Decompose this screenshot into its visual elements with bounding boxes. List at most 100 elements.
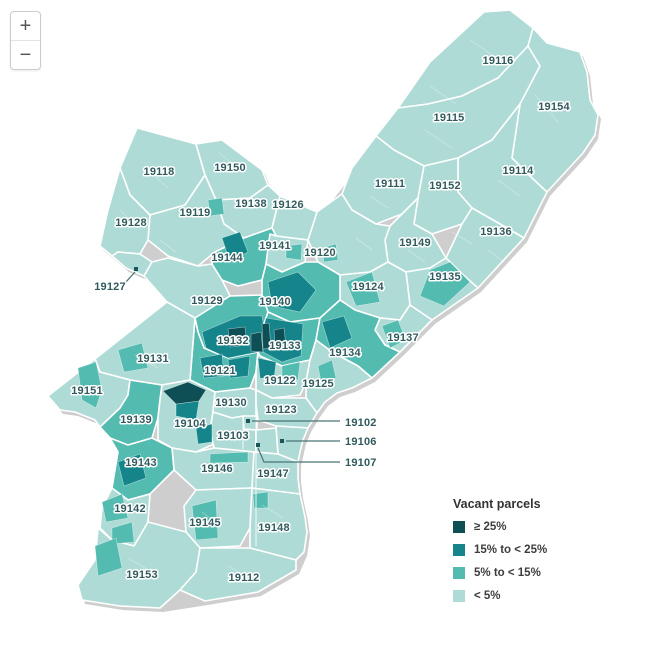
zip-label-19122: 19122 [264,375,296,387]
tract-patch-ge25 [227,326,248,348]
tract-line [134,354,159,369]
zip-label-19136: 19136 [480,226,512,238]
legend-swatch-lt5 [453,590,465,602]
tract-line [149,171,169,189]
tract-line [369,195,389,209]
tract-line [497,179,521,197]
zip-label-19128: 19128 [115,217,147,229]
tract-patch-ge25 [273,327,287,349]
tract-patch-p15to25 [227,355,251,379]
zip-label-19130: 19130 [215,397,247,409]
tract-patch-ge25 [261,322,272,350]
zoom-in-button[interactable]: + [11,12,40,41]
zip-label-19149: 19149 [399,237,431,249]
zip-label-19119: 19119 [180,207,211,219]
callout-label-19106: 19106 [345,436,377,448]
zip-label-19153: 19153 [126,569,158,581]
zip-label-19125: 19125 [302,378,334,390]
callout-label-19127: 19127 [94,281,126,293]
zip-label-19131: 19131 [137,353,169,365]
legend-label-lt5: < 5% [474,590,501,602]
legend-swatch-15to25 [453,544,465,556]
tract-lines [71,39,559,581]
zip-region-19112[interactable] [179,547,297,602]
zip-label-19123: 19123 [265,404,297,416]
legend-swatch-ge25 [453,521,465,533]
tract-patch-p5to15 [285,243,303,261]
tract-line [451,231,473,245]
legend-item-15to25: 15% to < 25% [453,544,547,556]
tract-patch-p5to15 [77,361,103,409]
zip-regions [47,9,599,609]
zip-label-19150: 19150 [214,162,246,174]
zip-label-19103: 19103 [217,430,249,442]
zip-label-19140: 19140 [259,296,291,308]
zip-label-19142: 19142 [114,503,146,515]
zip-label-19137: 19137 [387,332,419,344]
zoom-out-button[interactable]: − [11,41,40,69]
tract-line [119,209,139,229]
zip-label-19139: 19139 [120,414,152,426]
callout-dot-19106 [280,439,284,443]
tract-patch-p15to25 [195,423,213,445]
tract-line [127,557,153,573]
zip-label-19118: 19118 [144,166,175,178]
callout-label-19102: 19102 [345,417,377,429]
tract-patch-p15to25 [321,315,353,349]
zip-label-19133: 19133 [269,340,301,352]
zip-label-19146: 19146 [201,463,233,475]
tract-patch-p5to15 [345,271,381,307]
tract-patch-p15to25 [199,353,225,379]
tract-patch-p5to15 [281,361,301,381]
legend-label-ge25: ≥ 25% [474,521,507,533]
tract-line [261,504,284,519]
zip-label-19114: 19114 [503,165,535,177]
zip-label-19121: 19121 [204,365,236,377]
tract-patch-p5to15 [111,521,135,545]
callouts [124,267,340,463]
tract-patch-p5to15 [381,319,407,349]
tract-line [424,129,453,149]
zip-label-19151: 19151 [71,385,103,397]
legend-swatch-5to15 [453,567,465,579]
zip-label-19141: 19141 [259,240,291,252]
tract-line [227,565,253,581]
tract-line [407,249,426,263]
legend-label-15to25: 15% to < 25% [474,544,548,556]
legend-item-5to15: 5% to < 15% [453,567,547,579]
tract-patch-p5to15 [101,493,129,523]
legend-item-lt5: < 5% [453,590,547,602]
tract-patch-p15to25 [267,271,317,313]
legend-title: Vacant parcels [453,497,541,511]
tract-line [159,239,177,253]
zip-label-19104: 19104 [174,418,206,430]
tract-patch-p5to15 [419,261,471,307]
zip-region-19125[interactable] [305,339,373,414]
tract-patch-p5to15 [317,359,337,383]
tract-patch-p5to15 [207,197,225,217]
zoom-controls: + − [10,11,41,70]
zip-labels: 19116 19115 19154 19114 19111 19152 19136 19149… [70,54,572,586]
zip-region-19131[interactable] [94,301,196,386]
zip-label-19115: 19115 [434,112,465,124]
callout-label-19107: 19107 [345,457,377,469]
tract-patch-p5to15 [209,451,249,464]
tract-line [201,511,221,527]
zip-label-19148: 19148 [258,522,290,534]
legend-item-ge25: ≥ 25% [453,521,547,533]
tract-line [71,387,91,397]
tract-patch-p15to25 [221,231,249,263]
callout-dot-19107 [256,443,260,447]
zip-label-19129: 19129 [191,295,223,307]
zip-label-19126: 19126 [272,199,304,211]
zip-label-19135: 19135 [429,271,461,283]
tract-patch-p5to15 [94,537,123,577]
tract-patch-p15to25 [257,357,277,381]
tract-line [429,85,457,105]
zip-label-19134: 19134 [329,347,361,359]
callout-dot-19102 [246,419,250,423]
leader-line-19107 [257,447,340,463]
zip-label-19145: 19145 [189,517,221,529]
